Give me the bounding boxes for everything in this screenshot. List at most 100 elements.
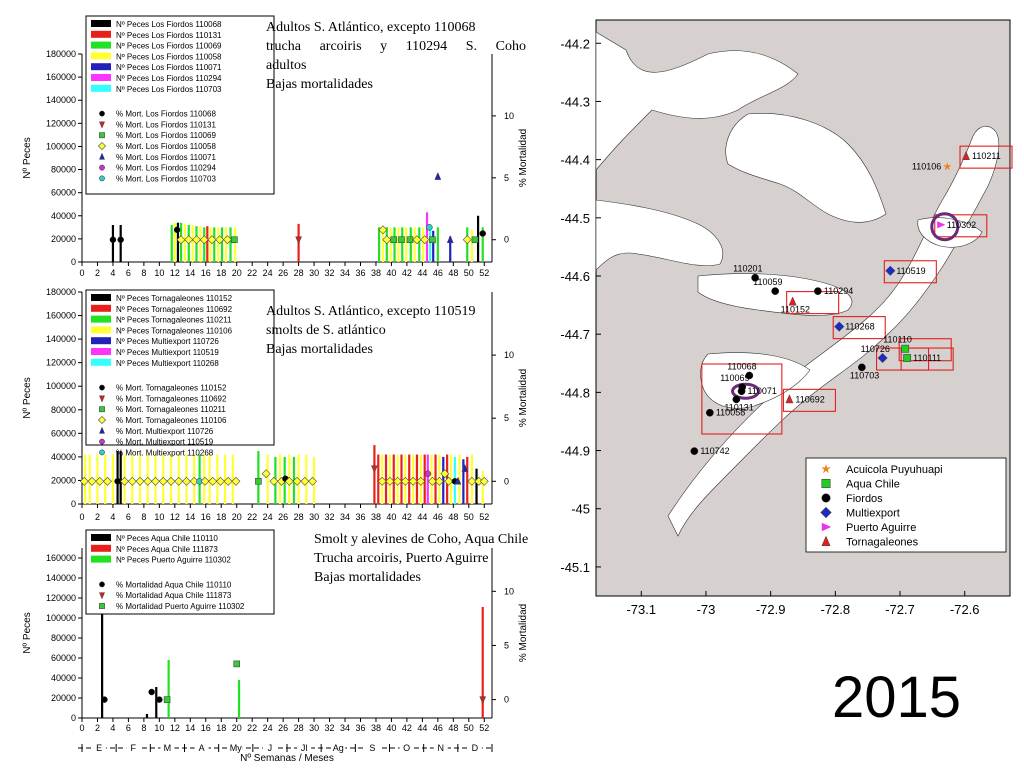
mortality-marker	[158, 476, 168, 486]
bar	[408, 454, 411, 504]
bar	[385, 227, 388, 262]
x-tick-label: 8	[141, 268, 146, 278]
y-tick-label: 0	[71, 257, 76, 267]
map-legend-marker	[821, 522, 832, 532]
month-label-bg	[228, 742, 243, 753]
cluster-highlight-box	[701, 363, 783, 435]
mortality-marker	[231, 236, 238, 244]
x-tick-label: 28	[294, 723, 304, 733]
bar	[373, 445, 376, 504]
x-tick-label: 42	[402, 268, 412, 278]
legend-box	[85, 15, 275, 195]
annotation-word: arcoiris	[319, 39, 362, 54]
month-label-bg	[331, 742, 346, 753]
map-y-tick-label: -44.3	[560, 94, 590, 109]
annotation-word: Coho	[495, 39, 526, 54]
mortality-marker	[166, 476, 176, 486]
site-highlight-box	[900, 347, 954, 371]
site-label: 110069	[720, 373, 749, 383]
site-marker	[732, 395, 741, 404]
month-label: My	[230, 743, 242, 753]
mortality-marker	[408, 476, 418, 486]
y-tick-label: 60000	[51, 428, 76, 438]
y2-tick-label: 0	[504, 695, 509, 705]
bar	[119, 225, 122, 262]
map-y-tick-label: -45.1	[560, 560, 590, 575]
x-tick-label: 10	[154, 512, 164, 522]
site-highlight-box	[959, 145, 1013, 169]
bar	[224, 227, 227, 262]
mortality-marker	[426, 224, 433, 231]
mortality-marker	[400, 476, 410, 486]
legend-label: Nº Peces Puerto Aguirre 110302	[116, 556, 231, 565]
site-label: 110111	[913, 353, 941, 363]
x-tick-label: 20	[232, 512, 242, 522]
bar	[111, 454, 115, 504]
map-x-tick-label: -72.7	[885, 602, 915, 617]
x-tick-label: 50	[464, 723, 474, 733]
mortality-marker	[382, 235, 392, 245]
site-label: 110519	[896, 266, 925, 276]
map-legend-box	[805, 457, 1007, 553]
x-tick-label: 2	[95, 512, 100, 522]
x-tick-label: 0	[79, 512, 84, 522]
bar	[237, 680, 241, 718]
mortality-marker	[173, 226, 181, 234]
x-tick-label: 22	[247, 512, 257, 522]
y-tick-label: 60000	[51, 188, 76, 198]
x-tick-label: 26	[278, 512, 288, 522]
mortality-marker	[208, 476, 218, 486]
bar	[220, 227, 224, 262]
legend-swatch	[91, 84, 111, 92]
site-highlight-box	[832, 316, 886, 340]
bar	[234, 227, 237, 262]
mortality-marker	[127, 476, 137, 486]
bar	[392, 454, 395, 504]
legend-box	[85, 289, 275, 446]
legend-label: Nº Peces Multiexport 110726	[116, 337, 219, 346]
y2-tick-label: 0	[504, 235, 509, 245]
annotation-word: 110294	[405, 39, 448, 54]
mortality-marker	[292, 476, 302, 486]
y2-axis-label: % Mortalidad	[518, 369, 529, 427]
legend-label: Nº Peces Los Fiordos 110058	[116, 52, 222, 61]
legend-label: % Mort. Los Fiordos 110068	[116, 110, 216, 119]
mortality-marker	[176, 235, 186, 245]
x-tick-label: 48	[448, 268, 458, 278]
site-marker	[737, 387, 746, 396]
bar	[170, 225, 173, 262]
legend-marker	[99, 384, 105, 391]
annotation-line: Bajas mortalidades	[266, 342, 373, 357]
bar	[466, 227, 469, 262]
x-tick-label: 36	[355, 723, 365, 733]
chart-panel-tornagaleones-multiexport: 0 20000 40000 60000 80000 100000 120000 140000 1…	[22, 287, 529, 522]
legend-marker	[97, 415, 107, 425]
y-tick-label: 0	[71, 713, 76, 723]
mortality-marker	[479, 230, 486, 237]
map-x-tick-label: -72.8	[821, 602, 851, 617]
annotation-line: smolts de S. atlántico	[266, 323, 386, 338]
month-label: M	[164, 743, 172, 753]
mortality-marker	[428, 476, 437, 486]
y-tick-label: 100000	[46, 381, 76, 391]
bar	[393, 227, 396, 262]
site-label: 110294	[824, 286, 853, 296]
mortality-marker	[479, 696, 487, 705]
annotation-line: adultos	[266, 58, 307, 73]
legend-label: Nº Peces Los Fiordos 110068	[116, 20, 222, 29]
bar	[442, 456, 445, 504]
site-marker	[858, 363, 866, 372]
mortality-marker	[143, 476, 153, 486]
bar	[209, 227, 212, 262]
bar	[101, 560, 104, 718]
legend-marker	[97, 141, 107, 151]
site-label: 110059	[753, 277, 782, 287]
bar	[397, 227, 400, 262]
bar	[216, 454, 219, 504]
site-label: 110201	[733, 264, 762, 274]
site-marker	[943, 162, 952, 171]
y-axis-label: Nº Peces	[22, 377, 33, 418]
legend-label: % Mortalidad Aqua Chile 111873	[116, 591, 232, 600]
annotation-line: Adultos S. Atlántico, excepto 110519	[266, 304, 476, 319]
annotation-word: y	[380, 39, 388, 54]
